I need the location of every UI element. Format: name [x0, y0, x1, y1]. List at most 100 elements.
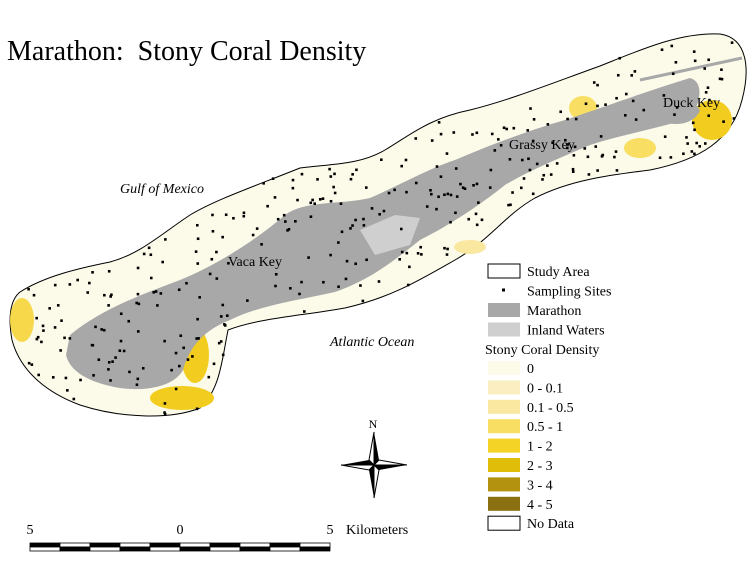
sampling-site: [416, 252, 420, 255]
sampling-site: [430, 139, 434, 142]
scale-segment: [239, 546, 271, 552]
sampling-site: [691, 121, 695, 125]
legend-swatch: [487, 515, 521, 531]
sampling-site: [215, 250, 218, 254]
sampling-site: [529, 107, 532, 110]
sampling-site: [48, 307, 51, 310]
sampling-site: [97, 358, 101, 362]
legend-swatch: [502, 288, 505, 292]
sampling-site: [271, 177, 275, 180]
sampling-site: [221, 303, 225, 307]
sampling-site: [107, 269, 111, 273]
sampling-site: [512, 126, 516, 130]
sampling-site: [56, 304, 60, 307]
sampling-site: [707, 58, 710, 62]
sampling-site: [624, 92, 628, 96]
sampling-site: [633, 70, 637, 73]
sampling-site: [446, 247, 449, 251]
scale-segment: [89, 542, 121, 548]
sampling-site: [91, 271, 94, 274]
sampling-site: [42, 329, 45, 332]
sampling-site: [107, 360, 111, 364]
sampling-site: [313, 202, 316, 205]
sampling-site: [467, 217, 471, 221]
scale-segment: [89, 546, 121, 552]
sampling-site: [142, 252, 146, 256]
sampling-site: [30, 363, 34, 366]
sampling-site: [340, 230, 344, 234]
sampling-site: [40, 340, 43, 344]
sampling-site: [706, 86, 710, 90]
sampling-site: [291, 186, 295, 190]
sampling-site: [472, 184, 475, 187]
sampling-site: [219, 315, 223, 318]
sampling-site: [286, 229, 289, 232]
sampling-site: [332, 185, 335, 189]
scale-segment: [59, 546, 91, 552]
sampling-site: [147, 246, 151, 250]
sampling-site: [596, 104, 599, 108]
scale-segment: [179, 542, 211, 548]
density-patch: [10, 298, 34, 342]
sampling-site: [307, 256, 310, 259]
sampling-site: [196, 317, 199, 321]
sampling-site: [615, 96, 618, 100]
sampling-site: [471, 133, 474, 136]
sampling-site: [477, 201, 480, 204]
arrow-part: [372, 459, 408, 466]
sampling-site: [349, 227, 352, 230]
sampling-site: [90, 343, 94, 347]
sampling-site: [445, 253, 449, 256]
sampling-site: [329, 253, 332, 257]
sampling-site: [559, 110, 563, 114]
sampling-site: [404, 158, 408, 162]
legend-label: 0: [527, 362, 534, 377]
sampling-site: [430, 192, 433, 196]
sampling-site: [191, 355, 194, 358]
sampling-site: [242, 211, 246, 215]
scale-segment: [269, 542, 301, 548]
sampling-site: [109, 295, 112, 298]
scale-label: 0: [177, 523, 184, 538]
sampling-site: [439, 132, 443, 136]
sampling-site: [686, 142, 689, 145]
sampling-site: [663, 135, 667, 138]
sampling-site: [399, 227, 403, 231]
sampling-site: [79, 378, 82, 382]
sampling-site: [703, 67, 707, 70]
sampling-site: [282, 213, 286, 217]
sampling-site: [251, 233, 255, 237]
sampling-site: [398, 258, 401, 261]
sampling-site: [135, 383, 139, 387]
arrow-part: [374, 465, 407, 470]
legend-swatch: [488, 458, 520, 472]
sampling-site: [178, 364, 181, 368]
sampling-site: [351, 173, 354, 176]
scale-bar: 5 0 5 Kilometers: [27, 523, 408, 552]
sampling-site: [154, 290, 158, 293]
sampling-site: [109, 379, 112, 382]
inland-waters: [360, 215, 420, 255]
sampling-site: [573, 145, 577, 149]
sampling-site: [565, 146, 569, 150]
sampling-site: [623, 113, 627, 117]
sampling-site: [128, 370, 131, 374]
sampling-site: [531, 139, 535, 143]
sampling-site: [658, 156, 662, 160]
scale-segment: [239, 542, 271, 548]
sampling-site: [555, 162, 559, 165]
sampling-site: [673, 113, 676, 116]
sampling-site: [435, 165, 439, 168]
legend-label: Study Area: [527, 265, 590, 280]
sampling-site: [196, 262, 200, 265]
sampling-site: [298, 292, 301, 296]
arrow-part: [374, 432, 379, 465]
sampling-site: [177, 288, 181, 292]
legend-swatch: [488, 361, 520, 375]
sampling-site: [675, 106, 679, 109]
sampling-site: [107, 368, 110, 371]
sampling-site: [437, 195, 440, 199]
sampling-site: [68, 283, 72, 286]
sampling-site: [682, 152, 685, 156]
scale-segment: [59, 542, 91, 548]
